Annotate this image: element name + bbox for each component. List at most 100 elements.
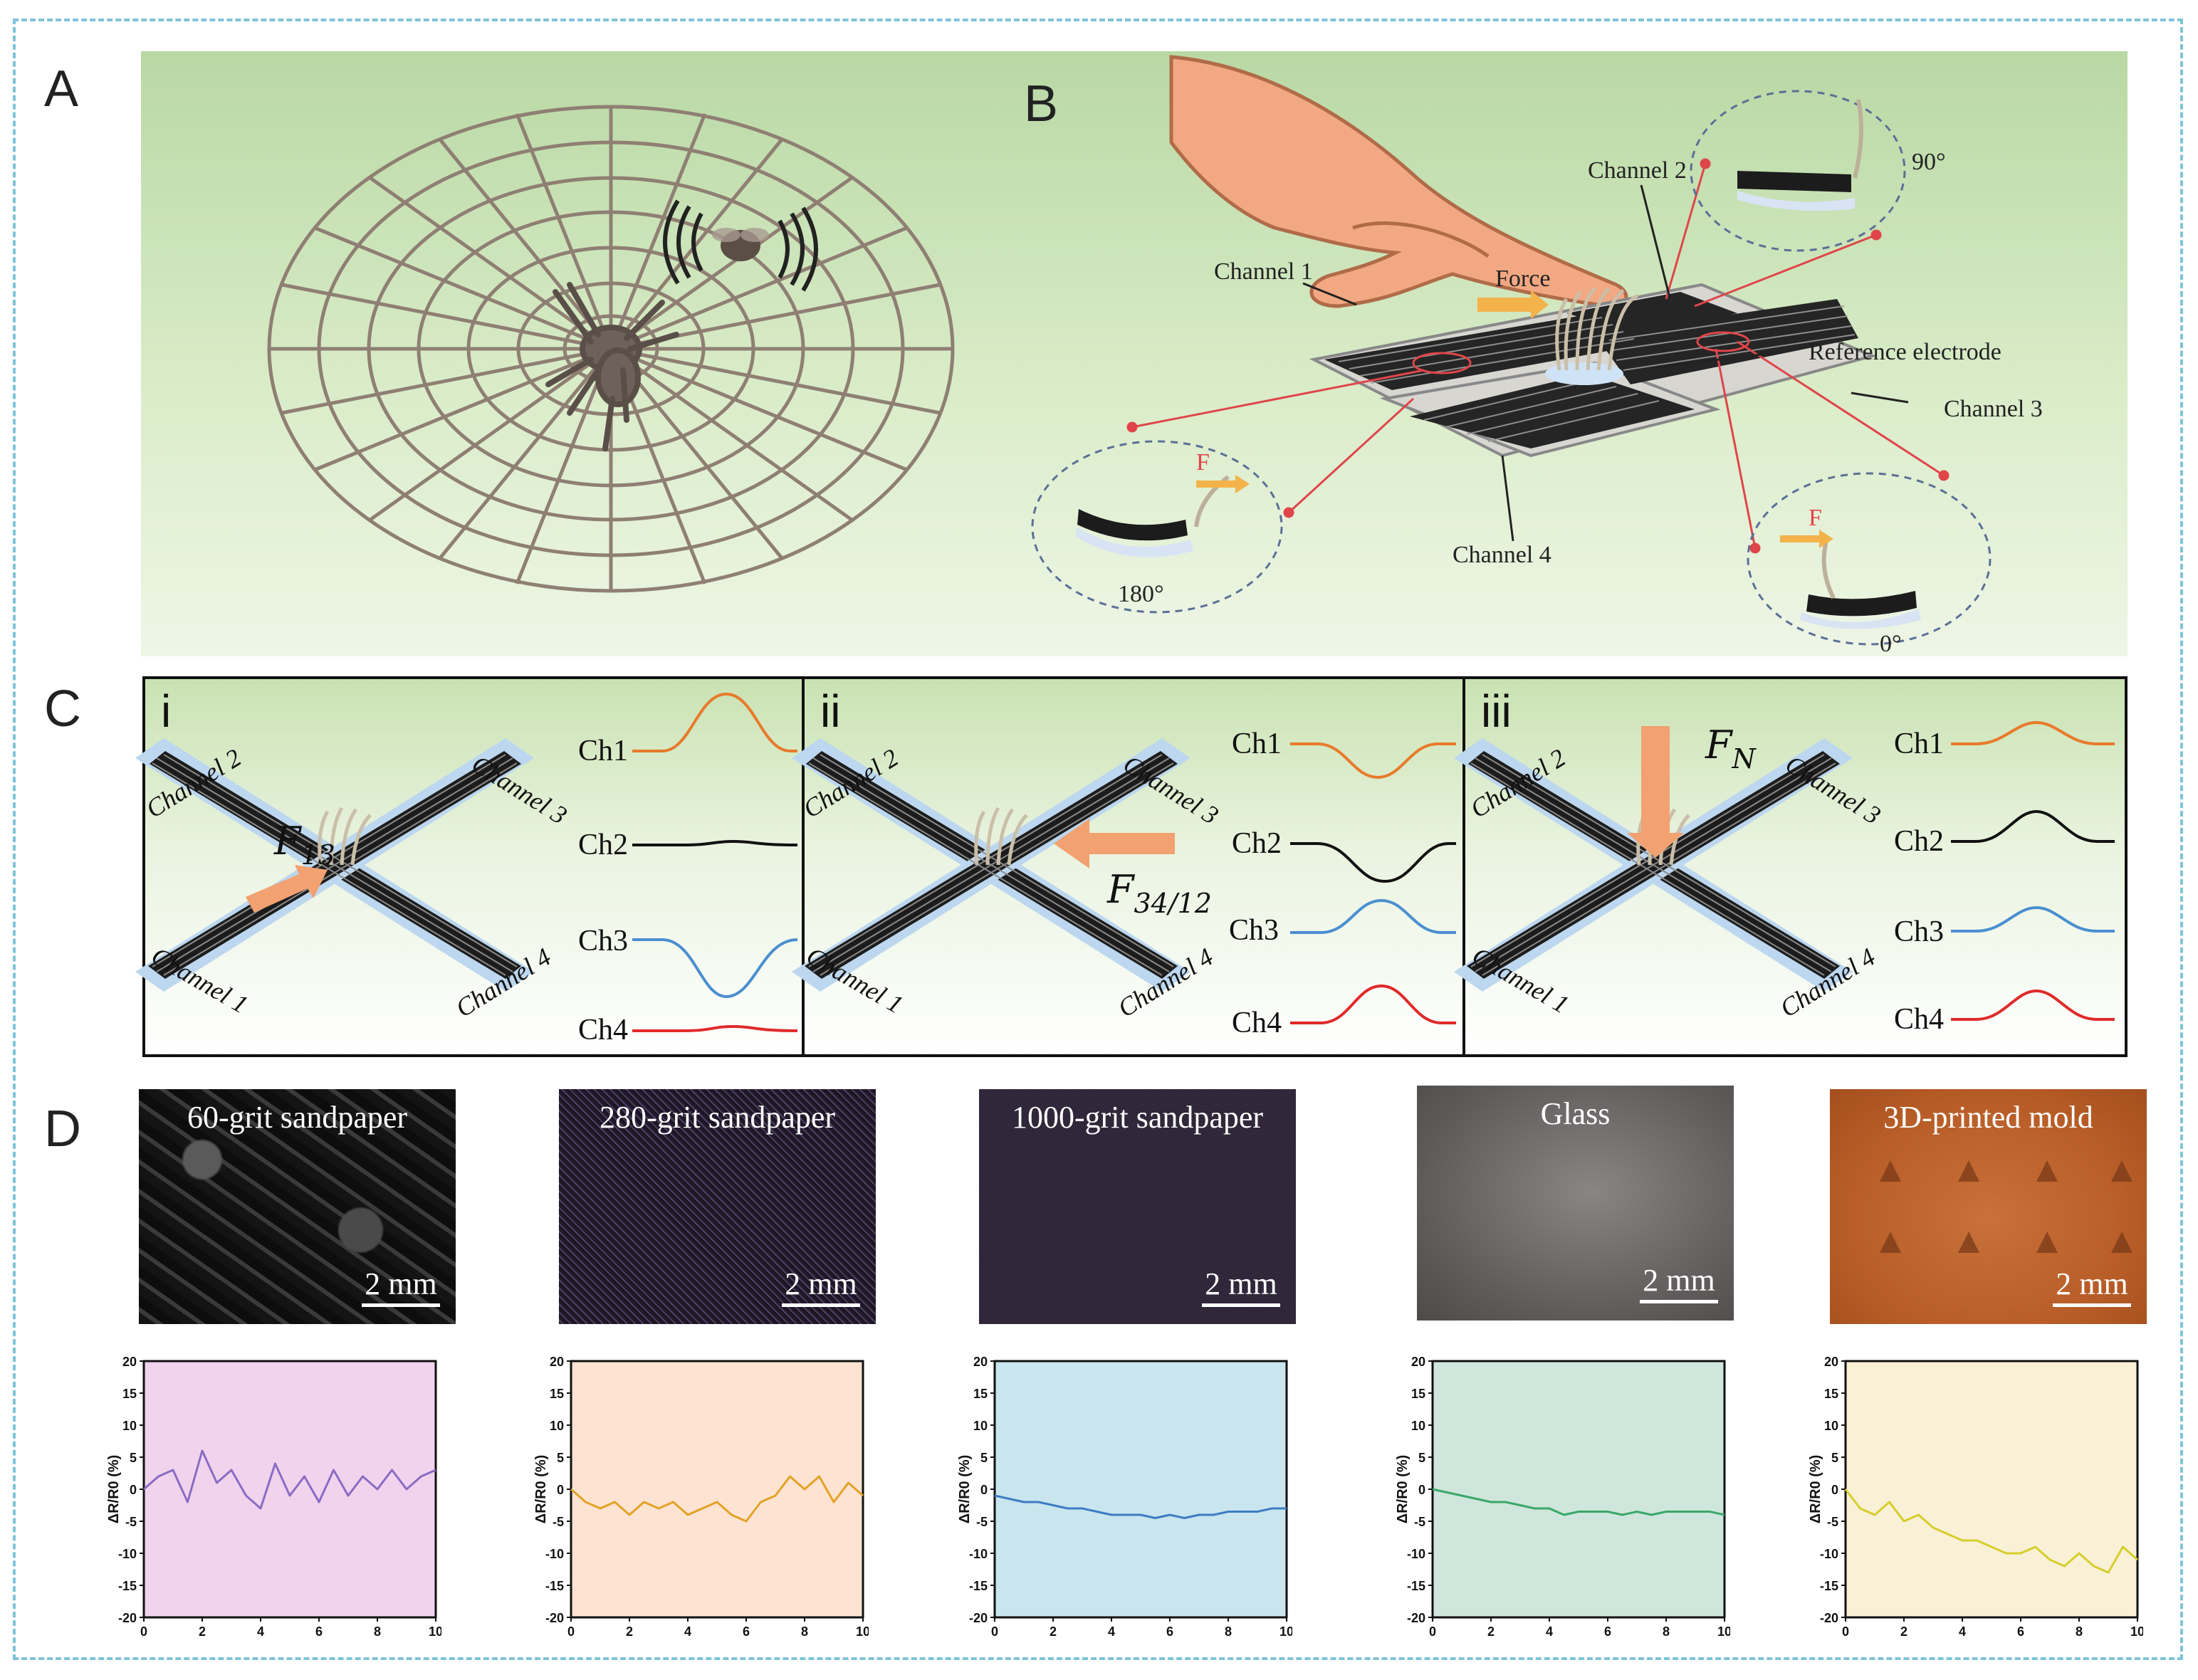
x-tick-label: 6	[1604, 1624, 1611, 1639]
x-tick-label: 10	[1279, 1624, 1292, 1639]
x-tick-label: 4	[1959, 1624, 1966, 1639]
force-label: Force	[1495, 266, 1550, 292]
c-ii-ch2: Ch2	[1232, 827, 1282, 860]
texture-glass: Glass 2 mm	[1417, 1086, 1734, 1321]
spider-icon	[545, 282, 679, 451]
detail-circle-0	[1747, 472, 1992, 646]
x-tick-label: 4	[1546, 1624, 1553, 1639]
x-tick-label: 2	[1487, 1624, 1495, 1639]
y-tick-label: 15	[122, 1387, 137, 1401]
panel-label-a: A	[44, 61, 79, 117]
c-iii-ch2: Ch2	[1894, 825, 1944, 858]
x-tick-label: 2	[1900, 1624, 1907, 1639]
x-tick-label: 6	[1166, 1624, 1173, 1639]
y-tick-label: -15	[1820, 1579, 1838, 1593]
texture-title-mold: 3D-printed mold	[1883, 1100, 2093, 1135]
y-tick-label: -10	[969, 1547, 988, 1561]
texture-1000-grit: 1000-grit sandpaper 2 mm	[979, 1089, 1296, 1324]
c-ii-ch4-trace	[1290, 984, 1456, 1024]
y-tick-label: 0	[1418, 1483, 1425, 1497]
y-tick-label: 5	[1418, 1451, 1425, 1465]
y-tick-label: 5	[1831, 1451, 1838, 1465]
y-tick-label: 15	[1824, 1387, 1838, 1401]
y-axis-label: ΔR/R0 (%)	[1809, 1455, 1823, 1524]
y-tick-label: 0	[557, 1483, 564, 1497]
y-tick-label: 20	[122, 1355, 137, 1369]
x-tick-label: 6	[743, 1624, 750, 1639]
force-arrow-f34-icon	[1054, 819, 1175, 868]
force-label-fn: FN	[1705, 723, 1757, 775]
y-tick-label: 15	[550, 1387, 564, 1401]
roman-iii: iii	[1481, 686, 1512, 737]
x-tick-label: 8	[801, 1624, 808, 1639]
y-tick-label: 5	[130, 1451, 137, 1465]
scale-bar-1000: 2 mm	[1202, 1266, 1280, 1307]
channel-3-label: Channel 3	[1944, 396, 2043, 422]
angle-90-label: 90°	[1912, 149, 1946, 175]
y-axis-label: ΔR/R0 (%)	[958, 1455, 973, 1524]
force-label-f13: F13	[273, 819, 335, 871]
panel-label-d: D	[44, 1101, 81, 1157]
texture-title-60: 60-grit sandpaper	[187, 1100, 408, 1135]
c-ii-ch4: Ch4	[1232, 1007, 1282, 1039]
detail-circle-90	[1690, 90, 1906, 252]
x-tick-label: 2	[1050, 1624, 1057, 1639]
y-tick-label: -15	[1407, 1579, 1425, 1593]
y-tick-label: -20	[118, 1611, 137, 1625]
c-i-ch2: Ch2	[578, 829, 628, 861]
y-tick-label: 20	[973, 1355, 988, 1369]
y-tick-label: -5	[976, 1515, 988, 1529]
y-axis-label: ΔR/R0 (%)	[534, 1455, 549, 1524]
y-tick-label: 10	[973, 1419, 988, 1433]
y-tick-label: 20	[1824, 1355, 1838, 1369]
scale-bar-280: 2 mm	[782, 1266, 860, 1307]
c-iii-ch3: Ch3	[1894, 915, 1944, 948]
x-tick-label: 8	[374, 1624, 381, 1639]
plot-area	[142, 1360, 437, 1619]
y-tick-label: 10	[550, 1419, 564, 1433]
y-tick-label: -10	[118, 1547, 137, 1561]
y-tick-label: 0	[130, 1483, 137, 1497]
x-tick-label: 0	[991, 1624, 998, 1639]
c-i-ch1: Ch1	[578, 735, 628, 767]
c-i-ch2-trace	[632, 839, 798, 846]
y-tick-label: 10	[1411, 1419, 1425, 1433]
panel-c-iii: iii	[1462, 676, 2128, 1057]
c-iii-ch1: Ch1	[1894, 728, 1944, 760]
device-illustration: F F Channel 1 Channel 2 Channel 3 Channe…	[1031, 55, 2043, 657]
y-tick-label: -15	[969, 1579, 988, 1593]
panel-label-c: C	[44, 681, 81, 737]
figure-frame	[13, 19, 2183, 1660]
x-tick-label: 4	[684, 1624, 691, 1639]
plot-area	[570, 1360, 864, 1619]
c-ii-ch3: Ch3	[1229, 914, 1279, 947]
y-tick-label: -15	[545, 1579, 564, 1593]
x-tick-label: 8	[1225, 1624, 1232, 1639]
texture-title-glass: Glass	[1540, 1096, 1611, 1131]
x-tick-label: 0	[140, 1624, 147, 1639]
x-tick-label: 8	[2076, 1624, 2083, 1639]
y-tick-label: 15	[973, 1387, 988, 1401]
plot-area	[1844, 1360, 2139, 1619]
c-iii-ch2-trace	[1951, 809, 2115, 843]
channel-2-label: Channel 2	[1588, 157, 1687, 184]
y-tick-label: -5	[125, 1515, 137, 1529]
channel-1-label: Channel 1	[1214, 258, 1313, 285]
f-label-180: F	[1196, 449, 1210, 476]
force-arrow-fn-icon	[1627, 726, 1684, 858]
y-tick-label: -10	[1820, 1547, 1838, 1561]
x-tick-label: 0	[1842, 1624, 1849, 1639]
c-i-ch3-trace	[632, 938, 798, 999]
texture-60-grit: 60-grit sandpaper 2 mm	[139, 1089, 456, 1324]
texture-title-1000: 1000-grit sandpaper	[1011, 1100, 1264, 1135]
cross-sensor-device	[1309, 283, 1878, 458]
reference-electrode-label: Reference electrode	[1809, 339, 2001, 365]
texture-280-grit: 280-grit sandpaper 2 mm	[559, 1089, 876, 1324]
y-axis-label: ΔR/R0 (%)	[107, 1455, 122, 1524]
c-i-ch4-trace	[632, 1024, 798, 1032]
chart-glass: 20 15 10 5 0 -5 -10 -15 -20 0 2 4 6 8 10 ΔR/R0 (%)	[1396, 1355, 1730, 1639]
mold-pyramids	[1880, 1160, 2132, 1253]
